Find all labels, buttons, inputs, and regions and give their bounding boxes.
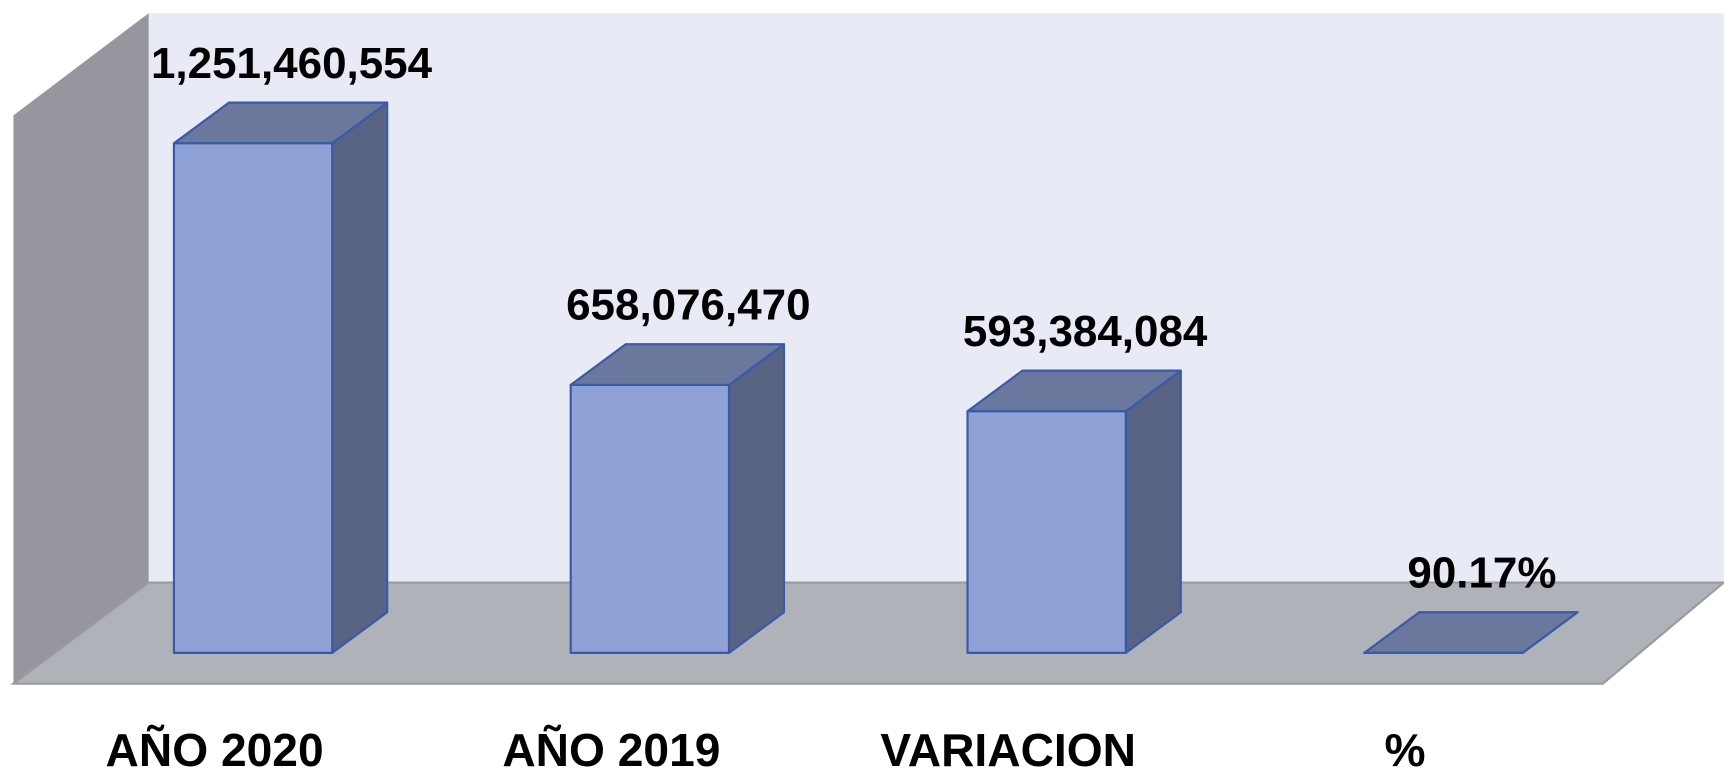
bar-front bbox=[966, 410, 1127, 654]
value-label: 90.17% bbox=[1407, 549, 1556, 598]
plot: 1,251,460,554 AÑO 2020 658,076,470 AÑO 2019… bbox=[106, 39, 1579, 776]
value-label: 1,251,460,554 bbox=[151, 39, 433, 88]
bar bbox=[966, 369, 1182, 654]
bar bbox=[172, 101, 389, 654]
bar bbox=[1363, 611, 1579, 654]
side-wall bbox=[13, 13, 149, 684]
floor bbox=[10, 581, 1724, 685]
bar-side bbox=[331, 101, 389, 654]
bar-front bbox=[569, 383, 731, 654]
x-tick-label: AÑO 2020 bbox=[106, 724, 324, 776]
back-wall bbox=[148, 13, 1724, 583]
value-label: 593,384,084 bbox=[963, 307, 1208, 356]
x-tick-label: AÑO 2019 bbox=[502, 724, 720, 776]
x-tick-label: % bbox=[1384, 724, 1425, 776]
value-label: 658,076,470 bbox=[566, 281, 810, 330]
bar-side bbox=[1124, 369, 1182, 654]
bar-side bbox=[727, 343, 786, 654]
x-tick-label: VARIACION bbox=[880, 724, 1136, 776]
bar-front bbox=[172, 142, 334, 654]
bar bbox=[569, 343, 786, 654]
